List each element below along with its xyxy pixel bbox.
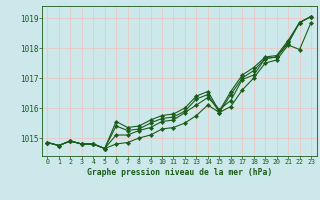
X-axis label: Graphe pression niveau de la mer (hPa): Graphe pression niveau de la mer (hPa) [87,168,272,177]
